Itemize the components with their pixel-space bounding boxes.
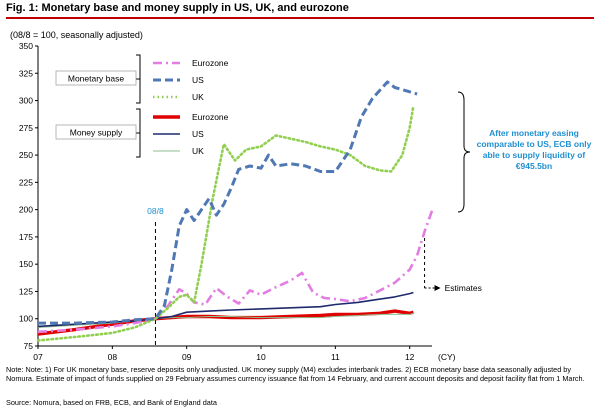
y-tick-label: 325 (19, 68, 33, 78)
figure-title: Fig. 1: Monetary base and money supply i… (6, 2, 349, 14)
x-tick-label: 08 (108, 352, 118, 362)
legend-entry-label: UK (192, 146, 204, 156)
chart-notes: Note: Note: 1) For UK monetary base, res… (6, 365, 585, 383)
y-tick-label: 300 (19, 96, 33, 106)
y-tick-label: 275 (19, 123, 33, 133)
chart-source: Source: Nomura, based on FRB, ECB, and B… (6, 398, 217, 407)
title-rule (6, 17, 594, 19)
legend-group-box (55, 124, 137, 140)
legend-group-label: Money supply (70, 128, 123, 138)
x-tick-label: 09 (182, 352, 192, 362)
series-line-money-supply-us (37, 291, 414, 328)
legend-group-label: Monetary base (68, 74, 124, 84)
y-tick-label: 250 (19, 150, 33, 160)
x-tick-label: 12 (405, 352, 415, 362)
series-line-monetary-base-uk (36, 104, 415, 342)
x-tick-label: 10 (256, 352, 266, 362)
estimates-arrowhead (434, 285, 441, 291)
y-axis-unit-label: (08/8 = 100, seasonally adjusted) (10, 30, 143, 40)
x-axis-unit: (CY) (438, 352, 456, 362)
estimates-label: Estimates (445, 283, 482, 293)
callout-annotation: After monetary easing comparable to US, … (476, 128, 592, 171)
y-tick-label: 100 (19, 314, 33, 324)
x-tick-label: 11 (331, 352, 340, 362)
y-tick-label: 225 (19, 177, 33, 187)
y-tick-label: 200 (19, 205, 33, 215)
legend-entry-label: UK (192, 92, 204, 102)
legend-entry-label: US (192, 129, 204, 139)
legend-group-box (55, 70, 137, 86)
series-line-monetary-base-us (38, 80, 418, 325)
x-tick-label: 07 (33, 352, 43, 362)
callout-brace (457, 91, 471, 213)
y-tick-label: 175 (19, 232, 33, 242)
y-tick-label: 75 (24, 341, 34, 351)
legend-entry-label: Eurozone (192, 58, 229, 68)
reference-line-label: 08/8 (147, 206, 164, 216)
legend-entry-label: Eurozone (192, 112, 229, 122)
y-tick-label: 125 (19, 286, 33, 296)
legend-entry-label: US (192, 75, 204, 85)
y-tick-label: 350 (19, 41, 33, 51)
y-tick-label: 150 (19, 259, 33, 269)
